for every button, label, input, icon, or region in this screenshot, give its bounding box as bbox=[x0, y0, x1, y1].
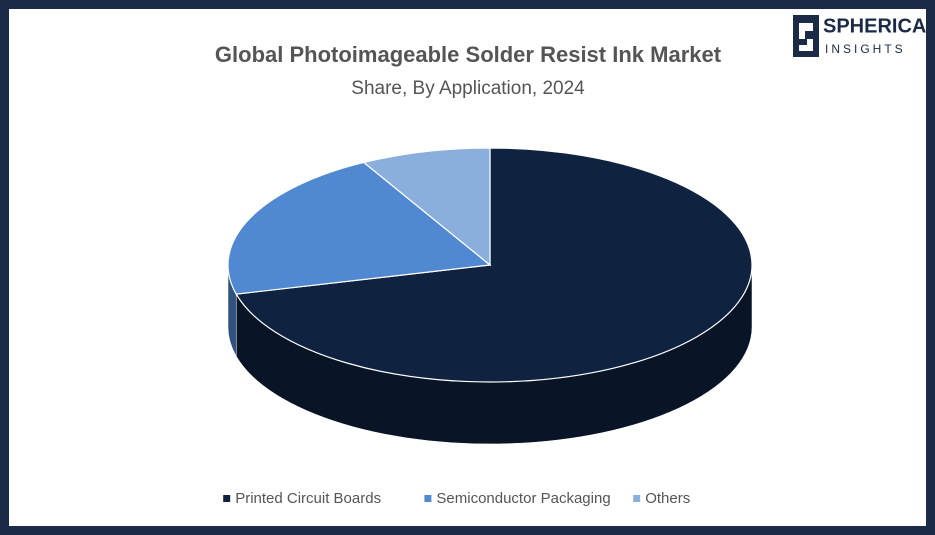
legend-swatch bbox=[633, 495, 641, 502]
legend-label: Printed Circuit Boards bbox=[235, 490, 381, 507]
pie-slice bbox=[235, 147, 753, 383]
legend-label: Semiconductor Packaging bbox=[436, 490, 610, 507]
chart-subtitle: Share, By Application, 2024 bbox=[351, 78, 585, 99]
logo: SPHERICAL INSIGHTS bbox=[793, 15, 926, 57]
pie-slice bbox=[362, 147, 491, 267]
legend-swatch bbox=[223, 495, 231, 502]
pie-slice bbox=[227, 161, 492, 295]
legend-swatch bbox=[424, 495, 432, 502]
legend-label: Others bbox=[645, 490, 690, 507]
logo-subtext: INSIGHTS bbox=[825, 42, 906, 56]
logo-s bbox=[799, 23, 813, 51]
chart: SPHERICAL INSIGHTS Global Photoimageable… bbox=[215, 15, 926, 507]
chart-title: Global Photoimageable Solder Resist Ink … bbox=[215, 42, 722, 67]
logo-text: SPHERICAL bbox=[823, 15, 926, 37]
